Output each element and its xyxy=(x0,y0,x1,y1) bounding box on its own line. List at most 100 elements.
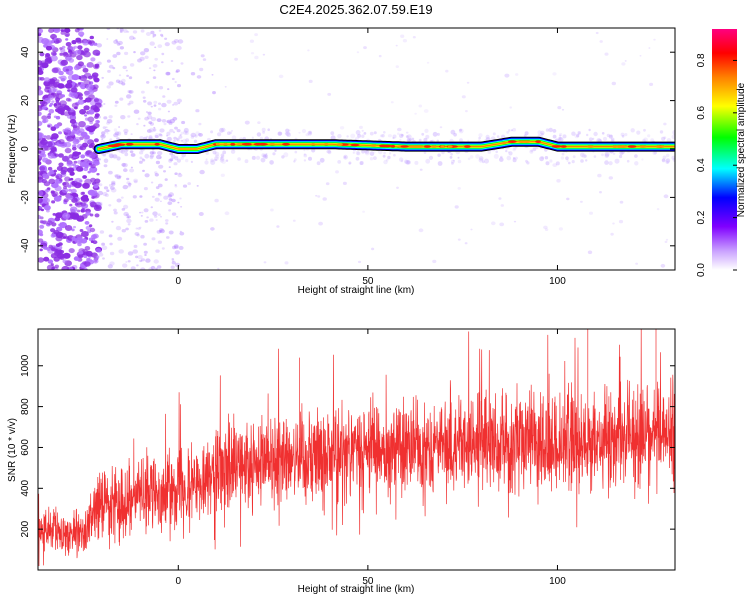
band-hotspot xyxy=(501,141,507,145)
noise-blob xyxy=(119,46,124,50)
noise-blob xyxy=(103,186,109,190)
band-hotspot xyxy=(517,140,526,143)
noise-blob xyxy=(663,122,667,126)
noise-blob xyxy=(150,117,157,122)
noise-blob xyxy=(244,120,250,125)
noise-blob xyxy=(136,264,139,267)
band-haze xyxy=(530,149,533,153)
noise-blob xyxy=(63,28,71,33)
noise-blob xyxy=(62,212,71,220)
noise-blob xyxy=(397,127,402,132)
band-haze xyxy=(663,136,667,140)
band-haze xyxy=(141,157,144,161)
noise-blob xyxy=(88,89,95,95)
band-haze xyxy=(405,160,410,165)
band-haze xyxy=(373,156,377,161)
noise-blob xyxy=(292,219,296,222)
band-haze xyxy=(400,159,404,163)
noise-blob xyxy=(41,178,48,184)
noise-blob xyxy=(139,226,142,229)
noise-blob xyxy=(55,175,59,179)
band-haze xyxy=(467,139,470,142)
noise-blob xyxy=(38,238,44,243)
band-haze xyxy=(458,128,464,134)
noise-blob xyxy=(83,254,88,259)
noise-blob xyxy=(78,121,86,128)
noise-blob xyxy=(76,215,85,222)
noise-blob xyxy=(146,81,150,84)
noise-blob xyxy=(181,120,186,125)
band-haze xyxy=(406,134,412,140)
noise-blob xyxy=(190,72,196,76)
noise-blob xyxy=(178,245,184,250)
band-haze xyxy=(549,159,553,163)
band-haze xyxy=(478,158,484,163)
x-tick-label: 100 xyxy=(549,576,566,587)
band-haze xyxy=(526,161,530,165)
band-haze xyxy=(593,131,598,137)
noise-blob xyxy=(60,170,67,175)
noise-blob xyxy=(139,56,145,61)
band-hotspot xyxy=(311,142,316,146)
noise-blob xyxy=(63,186,67,190)
noise-blob xyxy=(62,52,69,58)
noise-blob xyxy=(580,200,583,203)
noise-blob xyxy=(53,195,62,202)
noise-blob xyxy=(164,178,168,181)
noise-blob xyxy=(98,201,103,206)
noise-blob xyxy=(426,61,430,64)
noise-blob xyxy=(59,52,64,56)
spectrogram-x-label: Height of straight line (km) xyxy=(298,285,415,296)
noise-blob xyxy=(118,80,123,85)
band-haze xyxy=(586,133,589,137)
band-hotspot xyxy=(407,145,418,148)
noise-blob xyxy=(147,101,153,106)
band-haze xyxy=(469,155,474,159)
noise-blob xyxy=(378,54,382,58)
noise-blob xyxy=(156,230,161,234)
noise-blob xyxy=(139,160,143,164)
noise-blob xyxy=(373,151,376,154)
band-hotspot xyxy=(350,143,360,147)
noise-blob xyxy=(139,151,144,155)
band-haze xyxy=(183,130,188,135)
noise-blob xyxy=(68,248,75,254)
noise-blob xyxy=(82,182,90,189)
band-haze xyxy=(441,150,445,155)
noise-blob xyxy=(146,111,148,113)
band-haze xyxy=(185,138,190,143)
noise-blob xyxy=(38,89,44,96)
band-haze xyxy=(354,136,360,141)
x-tick-label: 0 xyxy=(176,276,182,287)
noise-blob xyxy=(58,153,64,158)
noise-blob xyxy=(339,126,345,130)
noise-blob xyxy=(111,182,116,186)
noise-blob xyxy=(118,249,124,254)
noise-blob xyxy=(94,213,100,218)
noise-blob xyxy=(202,58,207,61)
noise-blob xyxy=(156,118,162,122)
noise-blob xyxy=(117,40,123,45)
noise-blob xyxy=(68,58,75,63)
noise-blob xyxy=(166,99,172,104)
noise-blob xyxy=(199,67,204,72)
band-haze xyxy=(545,128,550,132)
noise-blob xyxy=(390,101,394,104)
band-hotspot xyxy=(447,145,453,148)
noise-blob xyxy=(125,213,129,217)
band-haze xyxy=(139,156,143,160)
band-haze xyxy=(661,136,666,141)
band-haze xyxy=(309,131,312,134)
noise-blob xyxy=(53,169,57,173)
noise-blob xyxy=(93,42,98,46)
band-haze xyxy=(604,153,609,158)
band-haze xyxy=(274,149,277,152)
noise-blob xyxy=(168,230,174,235)
noise-blob xyxy=(175,69,180,73)
band-haze xyxy=(539,156,544,162)
band-haze xyxy=(571,160,575,164)
band-haze xyxy=(195,131,200,136)
band-haze xyxy=(361,129,364,132)
band-haze xyxy=(512,158,517,163)
noise-blob xyxy=(69,203,73,207)
